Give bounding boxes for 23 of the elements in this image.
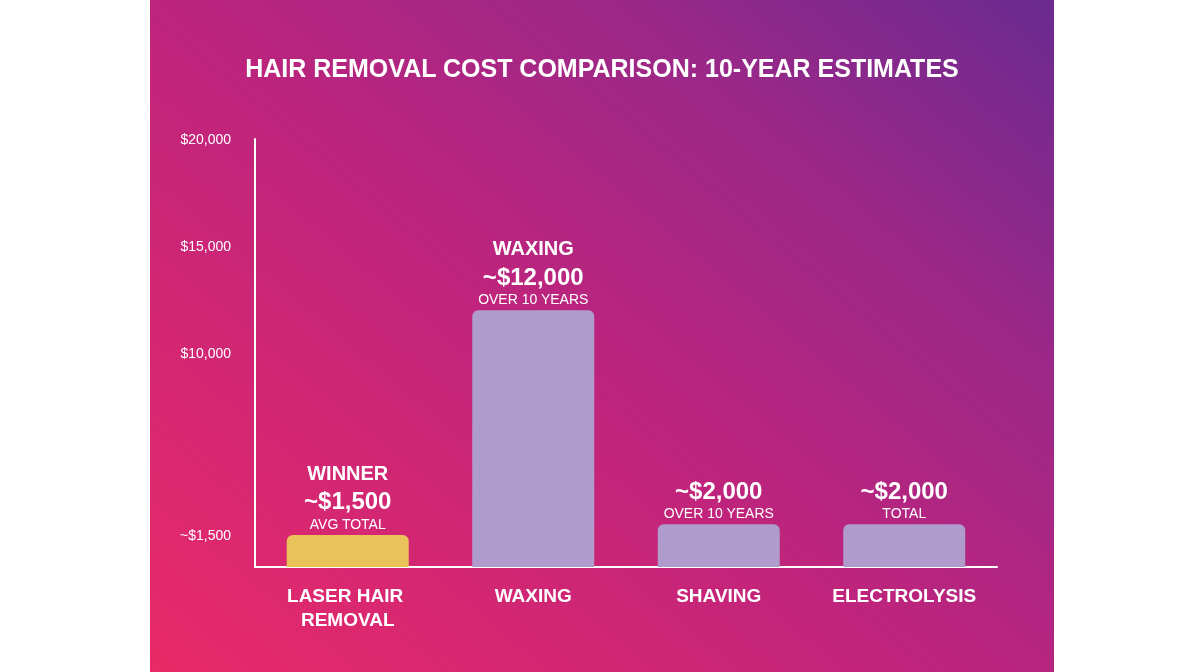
y-tick-label: ~$1,500	[180, 526, 232, 543]
annotation: WINNER	[307, 461, 389, 484]
annotation: OVER 10 YEARS	[478, 291, 589, 308]
annotation: OVER 10 YEARS	[663, 505, 774, 522]
y-tick-label: $15,000	[180, 238, 232, 254]
data-label: ~$2,000	[860, 476, 948, 504]
annotation: AVG TOTAL	[309, 515, 386, 532]
x-tick-label: WAXING	[494, 584, 572, 606]
bar	[657, 524, 780, 567]
data-label: ~$1,500	[304, 487, 392, 515]
bar	[286, 534, 409, 567]
annotation: TOTAL	[882, 505, 927, 522]
annotation: WAXING	[492, 237, 574, 260]
chart-title: HAIR REMOVAL COST COMPARISON: 10-YEAR ESTIMATES	[245, 53, 959, 82]
x-tick-label: SHAVING	[676, 584, 762, 606]
data-label: ~$12,000	[482, 262, 584, 290]
bar	[843, 524, 966, 567]
y-tick-label: $20,000	[180, 131, 232, 147]
data-label: ~$2,000	[675, 476, 763, 504]
x-tick-label: ELECTROLYSIS	[832, 584, 977, 606]
x-tick-label: LASER HAIR REMOVAL	[287, 584, 409, 630]
y-tick-label: $10,000	[180, 345, 232, 361]
bar	[472, 310, 595, 567]
